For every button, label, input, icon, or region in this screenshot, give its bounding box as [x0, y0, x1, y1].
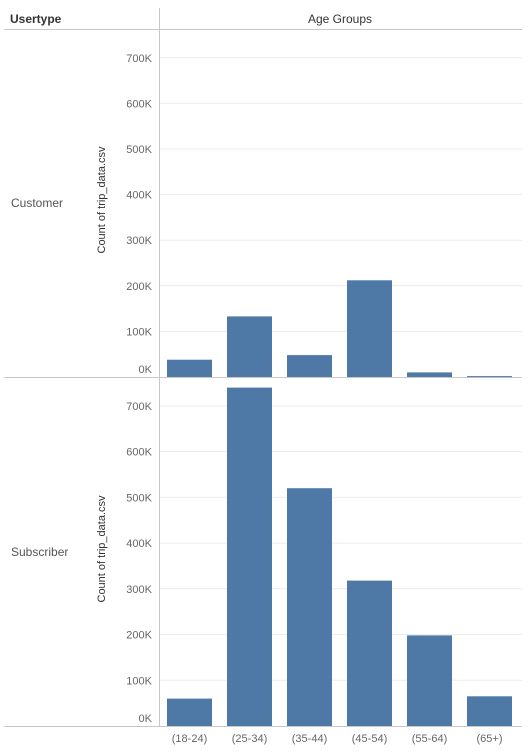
- x-tick-label: (65+): [477, 733, 503, 745]
- bar: [167, 698, 212, 726]
- y-tick-label: 600K: [126, 98, 152, 110]
- bar: [407, 372, 452, 377]
- y-tick-label: 500K: [126, 144, 152, 156]
- y-tick-label: 0K: [139, 364, 153, 376]
- y-tick-label: 600K: [126, 447, 152, 459]
- y-tick-label: 700K: [126, 53, 152, 65]
- y-tick-label: 300K: [126, 584, 152, 596]
- y-tick-label: 200K: [126, 630, 152, 642]
- y-tick-label: 200K: [126, 281, 152, 293]
- y-tick-label: 700K: [126, 401, 152, 413]
- bar: [227, 316, 272, 377]
- bar: [467, 376, 512, 378]
- y-axis-title-customer: Count of trip_data.csv: [96, 146, 108, 254]
- bar: [467, 696, 512, 726]
- bar: [287, 355, 332, 377]
- frame-lines: [4, 8, 522, 727]
- bar: [347, 580, 392, 726]
- bar: [167, 359, 212, 377]
- y-tick-label: 400K: [126, 538, 152, 550]
- x-tick-label: (25-34): [232, 733, 267, 745]
- x-tick-label: (35-44): [292, 733, 327, 745]
- y-tick-label: 100K: [126, 675, 152, 687]
- age-groups-header: Age Groups: [308, 12, 372, 26]
- x-tick-label: (45-54): [352, 733, 387, 745]
- x-tick-label: (18-24): [172, 733, 207, 745]
- bar: [347, 280, 392, 377]
- y-axis-title-subscriber: Count of trip_data.csv: [96, 495, 108, 603]
- chart-marks: 0K 100K 200K 300K 400K 500K 600K 700K 0K 100K 200K…: [126, 53, 522, 745]
- row-label-customer: Customer: [11, 196, 63, 210]
- row-label-subscriber: Subscriber: [11, 545, 68, 559]
- y-tick-label: 100K: [126, 326, 152, 338]
- y-tick-label: 400K: [126, 190, 152, 202]
- y-tick-label: 300K: [126, 235, 152, 247]
- x-tick-label: (55-64): [412, 733, 447, 745]
- y-tick-label: 0K: [139, 713, 153, 725]
- bar: [407, 635, 452, 726]
- y-tick-label: 500K: [126, 492, 152, 504]
- bar: [227, 387, 272, 726]
- bar: [287, 488, 332, 726]
- usertype-header: Usertype: [10, 12, 62, 26]
